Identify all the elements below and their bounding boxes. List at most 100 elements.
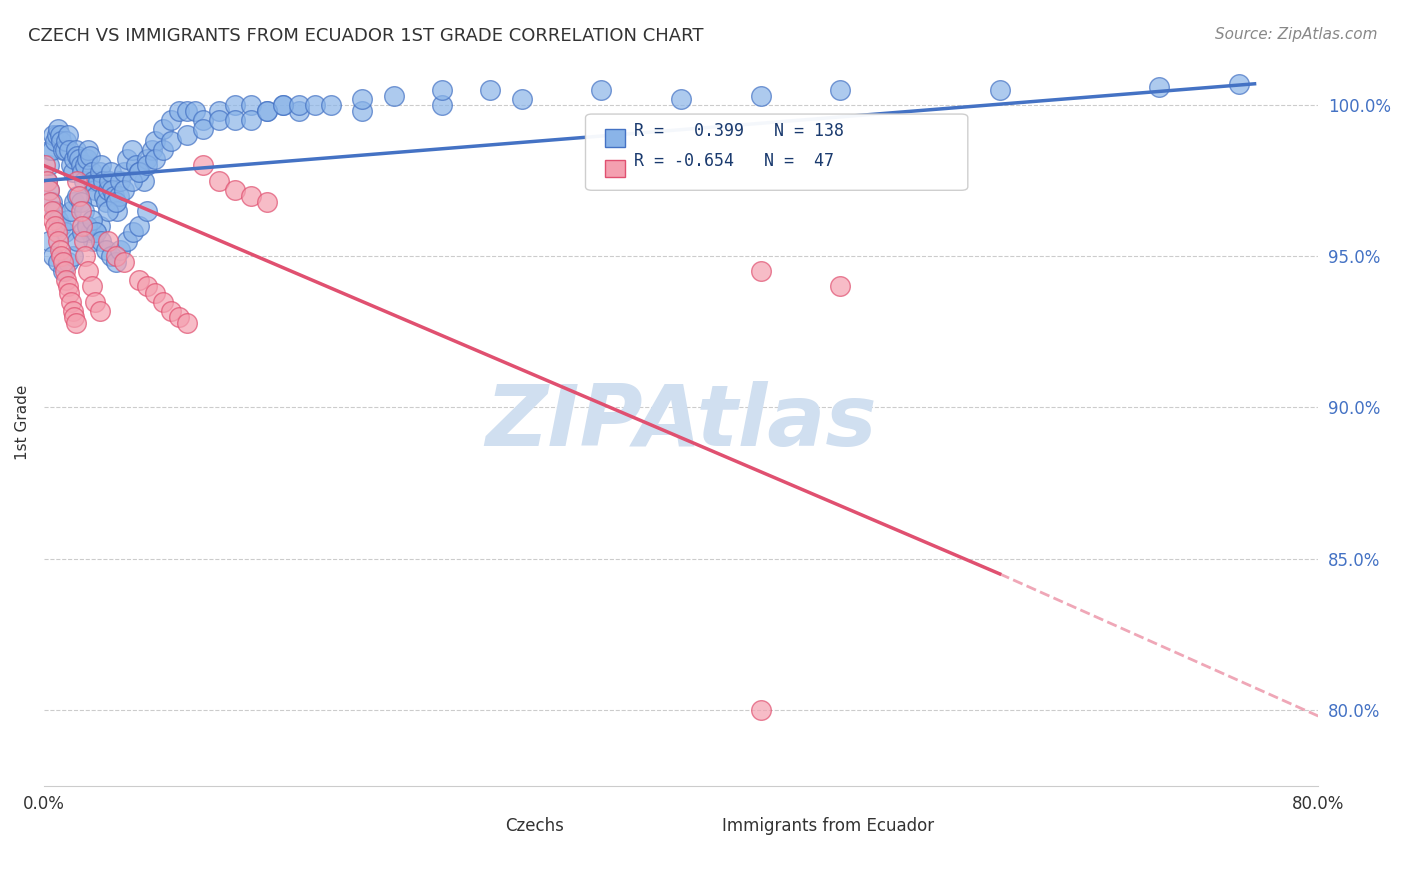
Point xyxy=(125,159,148,173)
Point xyxy=(67,188,90,202)
Point xyxy=(112,164,135,178)
Point xyxy=(176,103,198,118)
Point xyxy=(51,219,73,233)
Point xyxy=(35,173,58,187)
Point xyxy=(97,203,120,218)
Point xyxy=(79,149,101,163)
Point xyxy=(121,173,143,187)
Point xyxy=(65,144,87,158)
FancyBboxPatch shape xyxy=(605,129,626,146)
Point xyxy=(112,255,135,269)
Point xyxy=(115,153,138,167)
Point xyxy=(51,134,73,148)
Point xyxy=(62,164,84,178)
Point xyxy=(51,249,73,263)
Point xyxy=(80,213,103,227)
Point xyxy=(35,173,58,187)
Point xyxy=(100,164,122,178)
Point xyxy=(53,144,76,158)
Text: R = -0.654   N =  47: R = -0.654 N = 47 xyxy=(634,153,834,170)
Point xyxy=(208,103,231,118)
Point xyxy=(59,159,82,173)
Point xyxy=(44,134,66,148)
Point xyxy=(271,98,294,112)
Point xyxy=(128,219,150,233)
Point xyxy=(193,159,215,173)
Point xyxy=(240,188,263,202)
Point xyxy=(136,279,159,293)
Point xyxy=(176,316,198,330)
Point xyxy=(79,225,101,239)
Point xyxy=(38,183,60,197)
Point xyxy=(121,144,143,158)
Point xyxy=(89,219,111,233)
Point xyxy=(46,122,69,136)
Point xyxy=(53,264,76,278)
Point xyxy=(38,183,60,197)
Point xyxy=(749,89,772,103)
Text: ZIPAtlas: ZIPAtlas xyxy=(485,381,877,464)
Point xyxy=(382,89,405,103)
Point xyxy=(89,303,111,318)
Point xyxy=(69,194,91,209)
Point xyxy=(80,164,103,178)
Point xyxy=(478,83,501,97)
Point xyxy=(122,225,145,239)
Point xyxy=(87,173,110,187)
Point xyxy=(59,294,82,309)
Point xyxy=(98,173,121,187)
Point xyxy=(830,279,852,293)
Point xyxy=(104,194,127,209)
Point xyxy=(141,144,163,158)
Point xyxy=(38,159,60,173)
Point xyxy=(224,183,246,197)
Point xyxy=(240,98,263,112)
Point xyxy=(136,159,159,173)
Point xyxy=(90,234,112,248)
Point xyxy=(62,303,84,318)
FancyBboxPatch shape xyxy=(688,816,720,838)
Y-axis label: 1st Grade: 1st Grade xyxy=(15,385,30,460)
Point xyxy=(73,173,96,187)
Point xyxy=(208,113,231,128)
Point xyxy=(80,279,103,293)
Point xyxy=(104,249,127,263)
Point xyxy=(67,153,90,167)
Point xyxy=(56,128,79,143)
Point xyxy=(319,98,342,112)
Point xyxy=(224,98,246,112)
Point xyxy=(104,194,127,209)
Point xyxy=(184,103,207,118)
Point xyxy=(39,144,62,158)
Point xyxy=(42,249,65,263)
Point xyxy=(136,203,159,218)
Point xyxy=(46,234,69,248)
Point xyxy=(53,225,76,239)
Point xyxy=(145,134,167,148)
Point xyxy=(287,103,309,118)
Point xyxy=(352,103,374,118)
Point xyxy=(134,173,156,187)
Point xyxy=(83,294,105,309)
Point xyxy=(128,273,150,287)
Point xyxy=(70,164,93,178)
Point xyxy=(42,213,65,227)
Point xyxy=(304,98,326,112)
Point xyxy=(176,128,198,143)
Point xyxy=(145,285,167,300)
Point xyxy=(45,225,67,239)
Point xyxy=(77,264,100,278)
Point xyxy=(46,255,69,269)
Point xyxy=(94,194,117,209)
Point xyxy=(62,249,84,263)
Point xyxy=(66,188,89,202)
Point xyxy=(988,83,1011,97)
Point xyxy=(91,173,114,187)
Point xyxy=(63,194,86,209)
Point xyxy=(69,159,91,173)
Point xyxy=(66,234,89,248)
Point xyxy=(77,144,100,158)
Point xyxy=(152,122,174,136)
Point xyxy=(128,164,150,178)
Point xyxy=(59,203,82,218)
